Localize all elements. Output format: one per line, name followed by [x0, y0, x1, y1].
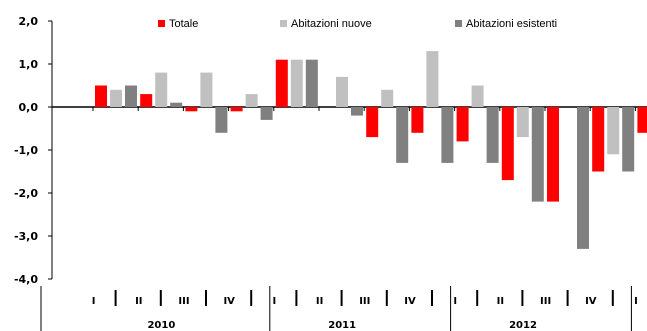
bar-totale — [592, 107, 605, 172]
bar-esistenti — [531, 107, 544, 202]
bar-nuove — [245, 94, 258, 107]
bar-totale — [501, 107, 514, 181]
bar-nuove — [155, 72, 168, 107]
bar-esistenti — [441, 107, 454, 163]
bar-esistenti — [305, 59, 318, 107]
bar-totale — [411, 107, 424, 133]
bar-nuove — [200, 72, 213, 107]
year-label: 2011 — [328, 320, 356, 331]
bar-esistenti — [125, 85, 137, 107]
bar-totale — [185, 107, 198, 112]
quarter-label: III — [178, 296, 189, 307]
bar-totale — [230, 107, 243, 112]
bar-esistenti — [486, 107, 499, 163]
bar-nuove — [607, 107, 620, 155]
bar-esistenti — [577, 107, 589, 249]
bar-esistenti — [396, 107, 409, 163]
year-label: 2010 — [147, 320, 175, 331]
bar-nuove — [516, 107, 529, 138]
bar-nuove — [110, 89, 122, 107]
legend: Totale Abitazioni nuove Abitazioni esisten… — [158, 18, 557, 30]
bars — [92, 51, 647, 249]
legend-swatch-0 — [158, 20, 165, 27]
bar-totale — [637, 107, 647, 133]
bar-esistenti — [351, 107, 363, 116]
quarter-label: II — [135, 296, 142, 307]
y-tick-label: 0,0 — [19, 101, 39, 114]
x-axis: IIIIIIIV2010IIIIIIIV2011IIIIIIIV2012IIII… — [40, 286, 638, 331]
y-tick-label: -3,0 — [14, 230, 38, 243]
quarter-label: I — [273, 296, 277, 307]
y-tick-label: 2,0 — [19, 15, 39, 28]
y-tick-label: -4,0 — [14, 273, 38, 286]
bar-nuove — [290, 59, 303, 107]
quarter-label: IV — [404, 296, 416, 307]
bar-totale — [95, 85, 107, 107]
bar-totale — [366, 107, 379, 138]
bar-totale — [140, 94, 153, 107]
y-tick-label: 1,0 — [19, 58, 39, 71]
legend-swatch-2 — [455, 20, 462, 27]
quarter-label: I — [92, 296, 96, 307]
bar-esistenti — [622, 107, 635, 172]
bar-esistenti — [260, 107, 273, 120]
bar-nuove — [471, 85, 484, 107]
year-label: 2012 — [509, 320, 537, 331]
quarter-label: II — [316, 296, 323, 307]
quarter-label: III — [359, 296, 370, 307]
bar-esistenti — [215, 107, 228, 133]
bar-nuove — [381, 89, 394, 107]
bar-nuove — [426, 51, 439, 107]
legend-swatch-1 — [280, 20, 287, 27]
quarter-label: I — [634, 296, 638, 307]
bar-esistenti — [170, 102, 183, 107]
y-axis: 2,0 1,0 0,0 -1,0 -2,0 -3,0 -4,0 — [14, 15, 647, 286]
legend-label-2: Abitazioni esistenti — [466, 18, 557, 30]
bar-totale — [275, 59, 288, 107]
bar-nuove — [336, 76, 348, 107]
quarter-label: III — [540, 296, 551, 307]
quarter-label: II — [497, 296, 504, 307]
y-tick-label: -1,0 — [14, 144, 38, 157]
bar-totale — [547, 107, 559, 202]
quarter-label: IV — [585, 296, 597, 307]
bar-totale — [456, 107, 469, 142]
legend-label-1: Abitazioni nuove — [291, 18, 372, 30]
y-tick-label: -2,0 — [14, 187, 38, 200]
quarter-label: IV — [223, 296, 235, 307]
legend-label-0: Totale — [169, 18, 198, 30]
quarter-label: I — [453, 296, 457, 307]
